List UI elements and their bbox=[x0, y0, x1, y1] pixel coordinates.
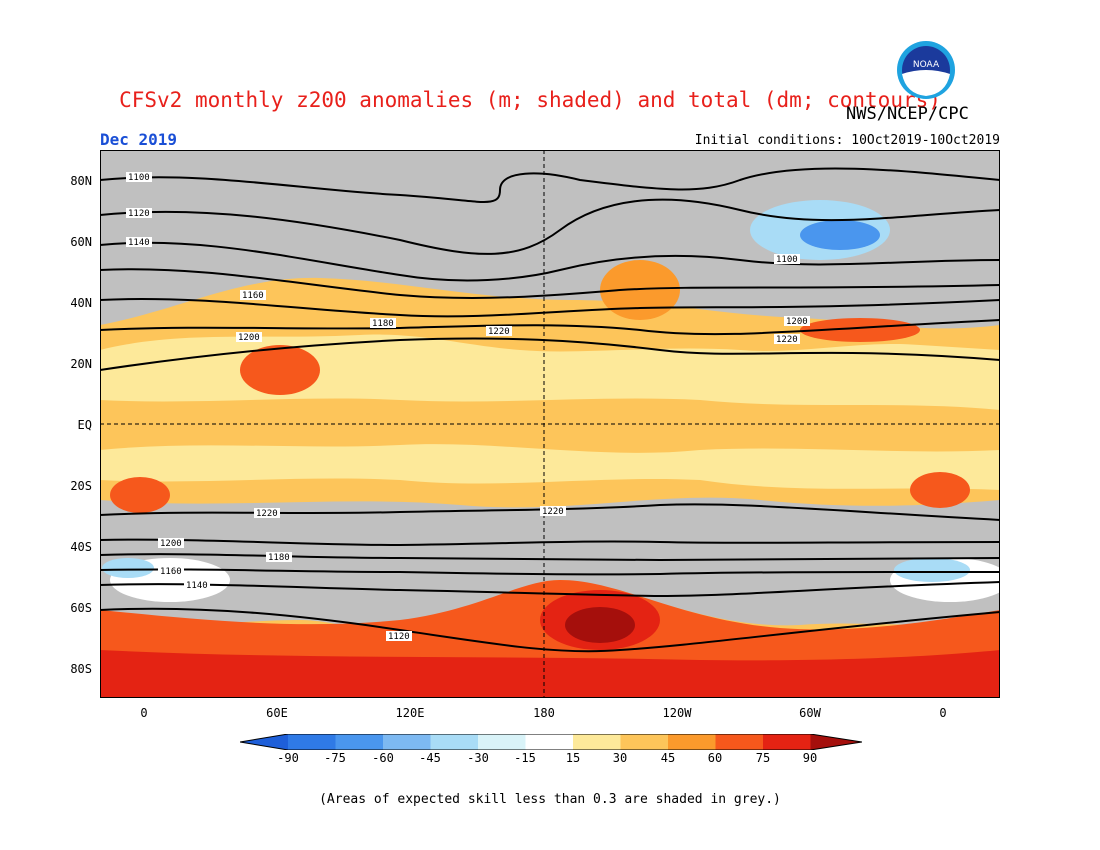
contour-label: 1160 bbox=[160, 567, 182, 577]
contour-label: 1140 bbox=[128, 238, 150, 248]
contour-label: 1200 bbox=[786, 317, 808, 327]
forecast-month: Dec 2019 bbox=[100, 130, 178, 149]
colorbar bbox=[240, 734, 862, 750]
colorbar-tick: -60 bbox=[372, 751, 394, 765]
lat-label: 40N bbox=[70, 296, 92, 310]
contour-label: 1120 bbox=[388, 632, 410, 642]
lat-label: 20N bbox=[70, 357, 92, 371]
contour-label: 1200 bbox=[160, 539, 182, 549]
contour-label: 1100 bbox=[776, 255, 798, 265]
initial-conditions: Initial conditions: 10Oct2019-10Oct2019 bbox=[694, 133, 1000, 148]
contour-label: 1220 bbox=[776, 335, 798, 345]
lon-label: 180 bbox=[533, 706, 555, 720]
contour-label: 1220 bbox=[256, 509, 278, 519]
lat-label: 20S bbox=[70, 479, 92, 493]
lon-label: 60E bbox=[266, 706, 288, 720]
colorbar-tick: 60 bbox=[707, 751, 723, 765]
lon-label: 120W bbox=[662, 706, 692, 720]
lon-label: 120E bbox=[395, 706, 425, 720]
colorbar-tick: 75 bbox=[755, 751, 771, 765]
yellow-band-south bbox=[100, 444, 1000, 490]
contour-label: 1180 bbox=[268, 553, 290, 563]
chart-title: CFSv2 monthly z200 anomalies (m; shaded)… bbox=[119, 88, 941, 112]
colorbar-tick: -15 bbox=[514, 751, 536, 765]
grey-north bbox=[100, 150, 1000, 329]
logo-text: NOAA bbox=[913, 60, 940, 70]
contour-label: 1100 bbox=[128, 173, 150, 183]
lat-label: 80N bbox=[70, 174, 92, 188]
contour-label: 1220 bbox=[488, 327, 510, 337]
grey-south bbox=[100, 497, 1000, 633]
skill-note: (Areas of expected skill less than 0.3 a… bbox=[319, 792, 781, 807]
colorbar-tick: -30 bbox=[467, 751, 489, 765]
lat-label: EQ bbox=[77, 418, 92, 432]
colorbar-tick: -75 bbox=[324, 751, 346, 765]
contour-label: 1180 bbox=[372, 319, 394, 329]
colorbar-tick: 30 bbox=[612, 751, 628, 765]
blue-anomaly-west bbox=[102, 558, 154, 578]
red-africa bbox=[240, 345, 320, 395]
lon-label: 60W bbox=[799, 706, 821, 720]
lat-label: 60N bbox=[70, 235, 92, 249]
contour-label: 1220 bbox=[542, 507, 564, 517]
lat-label: 40S bbox=[70, 540, 92, 554]
contour-label: 1200 bbox=[238, 333, 260, 343]
contour-label: 1140 bbox=[186, 581, 208, 591]
noaa-logo: NOAA bbox=[897, 41, 955, 99]
colorbar-tick: 45 bbox=[660, 751, 676, 765]
colorbar-tick: -90 bbox=[277, 751, 299, 765]
lon-label: 0 bbox=[939, 706, 947, 720]
contour-label: 1160 bbox=[242, 291, 264, 301]
colorbar-tick: 15 bbox=[565, 751, 581, 765]
lat-label: 60S bbox=[70, 601, 92, 615]
blue-anomaly-east bbox=[894, 558, 970, 582]
lon-label: 0 bbox=[140, 706, 148, 720]
contour-label: 1120 bbox=[128, 209, 150, 219]
colorbar-tick: -45 bbox=[419, 751, 441, 765]
colorbar-tick: 90 bbox=[802, 751, 818, 765]
height-contours bbox=[100, 167, 1000, 653]
lat-label: 80S bbox=[70, 662, 92, 676]
agency-label: NWS/NCEP/CPC bbox=[846, 104, 969, 124]
anomaly-map: 1100 1120 1140 1160 1180 1200 1220 1220 … bbox=[100, 150, 1000, 698]
